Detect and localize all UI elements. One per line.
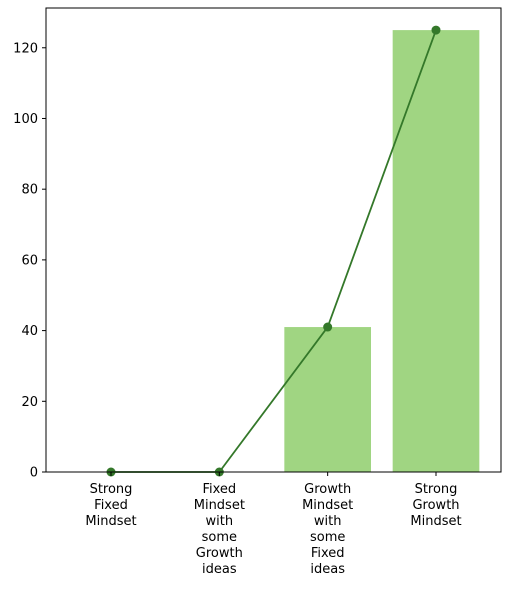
x-tick-label-line: Strong: [415, 482, 458, 497]
bars-group: [284, 30, 480, 472]
x-tick-label-line: Growth: [196, 546, 243, 561]
line-point: [323, 322, 333, 332]
y-ticks-group: 0 20 40 60 80 100 120: [13, 41, 46, 481]
x-tick-label-line: Mindset: [85, 514, 136, 529]
x-tick-label-line: Growth: [412, 498, 459, 513]
x-tick-label-line: Fixed: [94, 498, 128, 513]
axes-group: [45, 7, 502, 473]
x-tick-label-line: Mindset: [302, 498, 353, 513]
y-tick-label: 60: [21, 253, 38, 268]
line-point: [431, 25, 441, 35]
x-tick-label-line: Mindset: [194, 498, 245, 513]
x-tick-label-line: some: [202, 530, 237, 545]
y-tick-label: 0: [30, 466, 38, 481]
y-tick-label: 120: [13, 41, 38, 56]
x-tick-label: Strong Fixed Mindset: [85, 482, 136, 529]
x-tick-label: Strong Growth Mindset: [410, 482, 461, 529]
line-series: [111, 29, 437, 473]
bar: [392, 30, 480, 472]
x-tick-label-line: some: [310, 530, 345, 545]
y-tick-label: 100: [13, 112, 38, 127]
x-tick-label-line: Mindset: [410, 514, 461, 529]
y-tick-label: 20: [21, 395, 38, 410]
x-tick-label-line: Fixed: [202, 482, 236, 497]
x-tick-label-line: with: [206, 514, 234, 529]
x-tick-label: Fixed Mindset with some Growth ideas: [194, 482, 245, 577]
y-tick-label: 80: [21, 183, 38, 198]
plot-frame: [45, 7, 502, 473]
line-group: [106, 25, 441, 477]
x-tick-label-line: ideas: [202, 562, 237, 577]
x-tick-label-line: ideas: [310, 562, 345, 577]
y-tick-label: 40: [21, 324, 38, 339]
bar: [284, 327, 371, 472]
x-tick-label-line: Fixed: [311, 546, 345, 561]
x-tick-label-line: with: [314, 514, 342, 529]
x-tick-label-line: Growth: [304, 482, 351, 497]
x-tick-label-line: Strong: [90, 482, 133, 497]
x-tick-label: Growth Mindset with some Fixed ideas: [302, 482, 353, 577]
